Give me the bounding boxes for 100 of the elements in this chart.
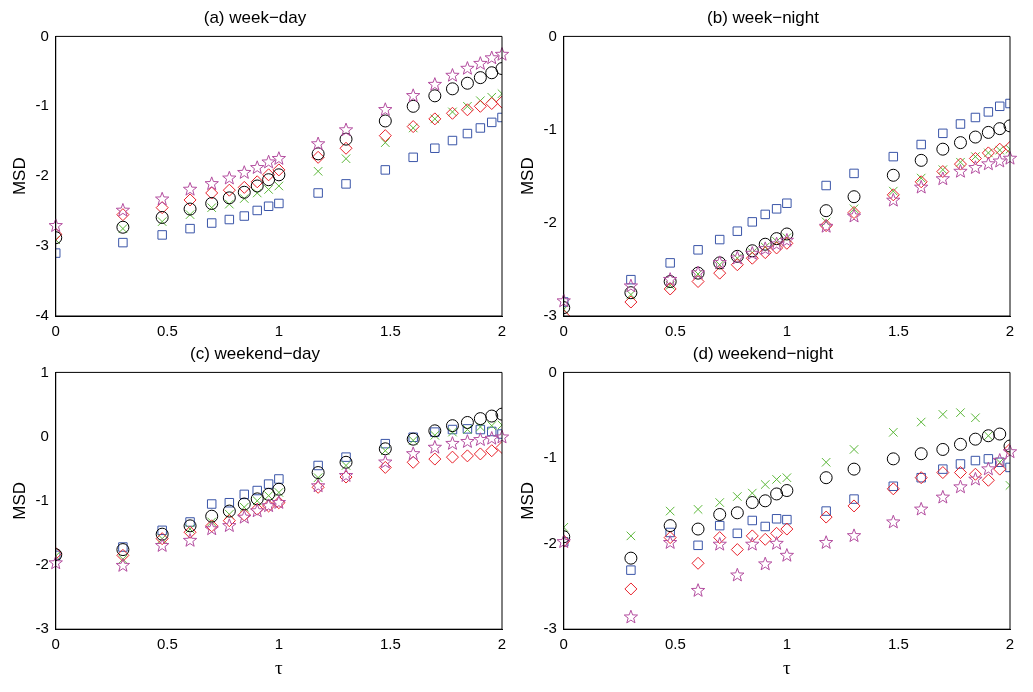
point [771, 514, 782, 524]
point [378, 454, 393, 469]
point [408, 432, 418, 442]
y-tick-label: 1 [40, 362, 49, 380]
y-tick-label: -1 [35, 96, 49, 114]
point [378, 129, 392, 143]
point [665, 506, 675, 516]
point [983, 107, 994, 117]
y-tick-label: -2 [543, 533, 557, 551]
point [730, 543, 744, 557]
point [693, 540, 703, 551]
point [821, 506, 831, 516]
point [239, 502, 250, 512]
point [339, 455, 353, 469]
point [691, 556, 705, 570]
point [953, 164, 968, 178]
point [849, 204, 859, 214]
y-tick-label: -2 [35, 166, 49, 184]
point [430, 430, 440, 441]
point [821, 217, 831, 227]
point [118, 554, 128, 564]
point [206, 499, 217, 509]
point [263, 201, 274, 211]
point [378, 114, 392, 128]
x-tick-label: 2 [497, 635, 507, 653]
point [914, 501, 929, 516]
point [556, 534, 571, 549]
point [691, 275, 705, 289]
point [936, 165, 950, 179]
point [118, 542, 128, 552]
point [935, 171, 950, 186]
point [339, 141, 353, 155]
point [250, 492, 264, 506]
point [380, 137, 391, 148]
point [473, 71, 487, 85]
point [936, 142, 950, 156]
point [981, 473, 995, 487]
point [663, 282, 677, 296]
point [886, 482, 900, 496]
point [953, 157, 967, 171]
point [485, 66, 499, 80]
point [693, 504, 703, 515]
point [626, 531, 636, 541]
point [406, 455, 420, 469]
point [224, 199, 235, 209]
point [819, 204, 833, 218]
point [760, 209, 770, 220]
point [758, 556, 773, 571]
point [712, 536, 727, 551]
x-axis-title: τ [275, 656, 284, 678]
point [274, 181, 284, 191]
point [484, 431, 499, 445]
x-tick-label: 1 [782, 635, 792, 653]
point [968, 160, 983, 174]
point [714, 234, 725, 245]
y-axis-title: MSD [9, 157, 29, 196]
point [935, 489, 950, 504]
point [428, 89, 442, 103]
point [955, 157, 966, 167]
y-tick-label: -1 [35, 490, 49, 508]
point [182, 533, 198, 547]
point [847, 499, 861, 513]
point [313, 472, 323, 483]
point [408, 152, 418, 163]
y-tick-label: -2 [35, 555, 49, 573]
point [116, 543, 130, 557]
point [406, 88, 421, 102]
point [624, 295, 638, 309]
point [758, 237, 772, 251]
point [663, 531, 677, 545]
point [747, 217, 758, 227]
point [428, 452, 442, 466]
chart-title: (d) weekend−night [692, 343, 834, 363]
y-tick-label: -4 [35, 306, 49, 324]
point [206, 202, 217, 213]
point [118, 237, 128, 248]
point [983, 454, 994, 464]
point [758, 241, 773, 256]
point [155, 191, 170, 206]
point [690, 583, 706, 597]
point [758, 494, 772, 508]
point [475, 123, 486, 133]
point [730, 567, 745, 582]
x-tick-label: 0.5 [156, 322, 178, 340]
point [183, 525, 197, 539]
point [771, 474, 782, 485]
y-tick-label: -3 [543, 619, 557, 637]
point [460, 76, 474, 90]
point [48, 218, 63, 232]
point [222, 191, 236, 205]
y-tick-label: 0 [40, 426, 49, 444]
point [460, 434, 475, 448]
point [447, 135, 458, 146]
point [745, 529, 759, 543]
point [888, 151, 899, 162]
point [185, 517, 195, 527]
point [780, 484, 794, 498]
point [460, 415, 474, 429]
point [968, 130, 982, 144]
point [914, 179, 929, 194]
